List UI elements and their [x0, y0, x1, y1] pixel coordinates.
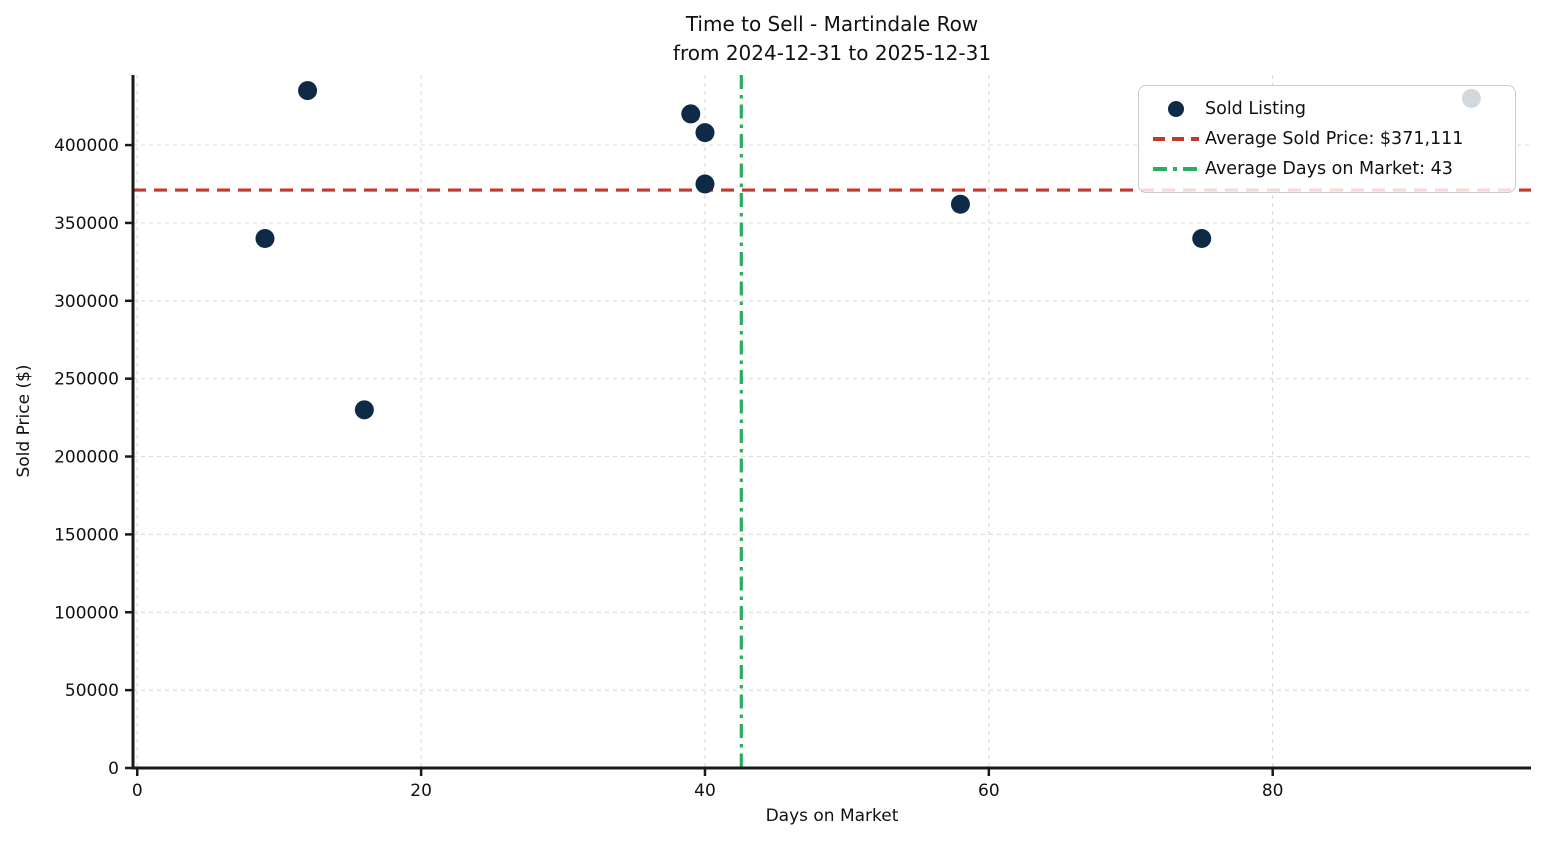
y-tick-label: 150000: [54, 525, 119, 545]
y-tick-label: 0: [108, 759, 119, 779]
x-tick-label: 40: [694, 781, 716, 801]
data-point: [255, 229, 275, 249]
data-point: [354, 400, 374, 420]
x-tick-label: 20: [410, 781, 432, 801]
x-axis-label: Days on Market: [765, 806, 899, 826]
y-tick-label: 400000: [54, 136, 119, 156]
x-tick-label: 60: [978, 781, 1000, 801]
dashdot-line-icon: [1153, 167, 1199, 171]
y-tick-label: 250000: [54, 370, 119, 390]
data-point: [1192, 229, 1212, 249]
data-point: [950, 194, 970, 214]
y-tick-label: 50000: [65, 681, 119, 701]
y-tick-label: 200000: [54, 448, 119, 468]
x-tick-label: 80: [1262, 781, 1284, 801]
dashed-line-icon: [1153, 137, 1199, 141]
legend-label-average-days-on-market: Average Days on Market: 43: [1205, 159, 1453, 179]
y-tick-label: 100000: [54, 603, 119, 623]
data-point: [681, 104, 701, 124]
y-tick-label: 300000: [54, 292, 119, 312]
chart-title-line2: from 2024-12-31 to 2025-12-31: [672, 41, 992, 65]
sold-listing-dot-icon: [1168, 101, 1184, 117]
chart-title-line1: Time to Sell - Martindale Row: [685, 12, 979, 36]
legend-label-average-sold-price: Average Sold Price: $371,111: [1205, 129, 1464, 149]
data-point: [298, 81, 318, 101]
legend-label-sold-listing: Sold Listing: [1205, 99, 1307, 119]
y-tick-label: 350000: [54, 214, 119, 234]
chart-title: Time to Sell - Martindale Row from 2024-…: [133, 10, 1531, 68]
legend-item-average-sold-price: Average Sold Price: $371,111: [1147, 124, 1503, 154]
legend-item-sold-listing: Sold Listing: [1147, 94, 1503, 124]
legend: Sold Listing Average Sold Price: $371,11…: [1138, 85, 1516, 193]
x-tick-label: 0: [132, 781, 143, 801]
legend-item-average-days-on-market: Average Days on Market: 43: [1147, 154, 1503, 184]
data-point: [695, 123, 715, 143]
data-point: [695, 174, 715, 194]
